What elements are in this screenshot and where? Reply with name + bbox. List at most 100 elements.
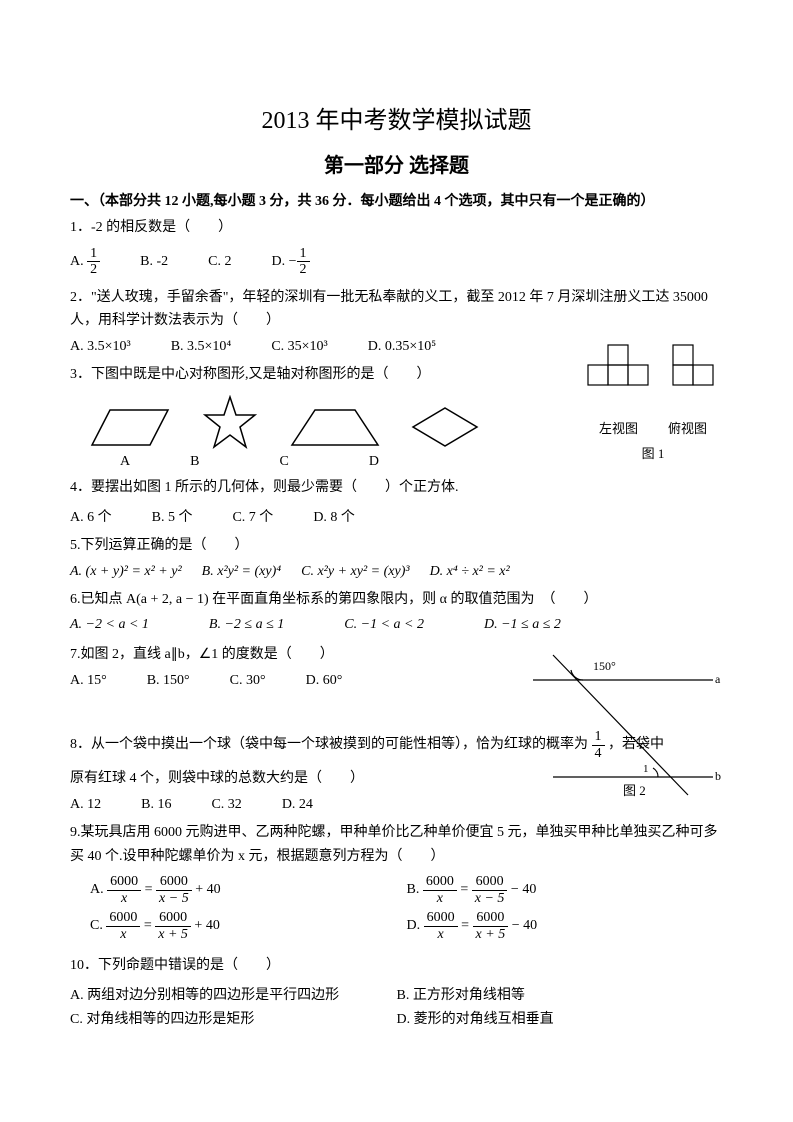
question-9: 9.某玩具店用 6000 元购进甲、乙两种陀螺，甲种单价比乙种单价便宜 5 元，…: [70, 821, 723, 869]
question-4: 4．要摆出如图 1 所示的几何体，则最少需要（ ）个正方体.: [70, 476, 723, 500]
fig2-caption: 图 2: [623, 783, 646, 798]
q9-opt-a: A. 6000 x = 6000x − 5 + 40: [90, 874, 407, 906]
frac-l: 6000x: [106, 910, 140, 942]
figure-2: 150° a b 1 图 2: [523, 650, 723, 805]
section-header: 一、（本部分共 12 小题,每小题 3 分，共 36 分．每小题给出 4 个选项…: [70, 190, 723, 210]
line-a-label: a: [715, 672, 721, 686]
parallelogram-icon: [90, 405, 170, 450]
q4-options: A. 6 个 B. 5 个 C. 7 个 D. 8 个: [70, 506, 723, 526]
den: x: [423, 891, 457, 906]
q1-opt-c: C. 2: [208, 254, 231, 270]
q9-opt-d: D. 6000x = 6000x + 5 − 40: [407, 910, 724, 942]
q9-opt-b: B. 6000x = 6000x − 5 − 40: [407, 874, 724, 906]
num: 6000: [424, 910, 458, 926]
q6-opt-b: B. −2 ≤ a ≤ 1: [209, 617, 284, 633]
label: D.: [271, 254, 285, 269]
page-title: 2013 年中考数学模拟试题: [70, 100, 723, 135]
den: x − 5: [156, 891, 192, 906]
num: 1: [297, 246, 310, 262]
q5-options: A. (x + y)² = x² + y² B. x²y² = (xy)⁴ C.…: [70, 564, 723, 580]
pre: B.: [407, 882, 423, 897]
den: x + 5: [473, 927, 509, 942]
star-icon: [200, 395, 260, 450]
q4-opt-d: D. 8 个: [313, 506, 355, 526]
q8-opt-c: C. 32: [211, 797, 241, 813]
den: 2: [87, 262, 100, 277]
frac-r: 6000x − 5: [472, 874, 508, 906]
q10-opt-a: A. 两组对边分别相等的四边形是平行四边形: [70, 984, 397, 1004]
q6-options: A. −2 < a < 1 B. −2 ≤ a ≤ 1 C. −1 < a < …: [70, 617, 723, 633]
figure-1: 左视图 俯视图 图 1: [583, 340, 723, 462]
fig1-left-label: 左视图: [599, 418, 638, 437]
subtitle: 第一部分 选择题: [70, 149, 723, 178]
q6-opt-c: C. −1 < a < 2: [344, 617, 424, 633]
q6-opt-a: A. −2 < a < 1: [70, 617, 149, 633]
q1-opt-a: A. 12: [70, 246, 100, 278]
neg: −: [289, 254, 297, 269]
q8-pre: 8．从一个袋中摸出一个球（袋中每一个球被摸到的可能性相等），恰为红球的概率为: [70, 737, 592, 752]
q5-opt-b: B. x²y² = (xy)⁴: [202, 564, 281, 580]
frac-r: 6000x − 5: [156, 874, 192, 906]
q10-opt-b: B. 正方形对角线相等: [397, 984, 724, 1004]
q4-opt-b: B. 5 个: [152, 506, 193, 526]
q3-label-d: D: [369, 454, 379, 470]
num: 6000: [155, 910, 191, 926]
num: 6000: [156, 874, 192, 890]
mid: =: [458, 918, 473, 933]
pre: A.: [90, 882, 107, 897]
q6-opt-d: D. −1 ≤ a ≤ 2: [484, 617, 561, 633]
den: x: [106, 927, 140, 942]
question-5: 5.下列运算正确的是（ ）: [70, 534, 723, 558]
question-10: 10．下列命题中错误的是（ ）: [70, 954, 723, 978]
angle1-label: 1: [643, 763, 649, 775]
cube-views-icon: [583, 340, 723, 410]
question-2: 2．"送人玫瑰，手留余香"，年轻的深圳有一批无私奉献的义工，截至 2012 年 …: [70, 286, 723, 334]
den: 2: [297, 262, 310, 277]
mid: =: [457, 882, 472, 897]
den: x: [107, 891, 141, 906]
den: x: [424, 927, 458, 942]
pre: D.: [407, 918, 424, 933]
question-6: 6.已知点 A(a + 2, a − 1) 在平面直角坐标系的第四象限内，则 α…: [70, 588, 723, 612]
q2-opt-c: C. 35×10³: [271, 339, 327, 355]
pre: C.: [90, 918, 106, 933]
q5-opt-a: A. (x + y)² = x² + y²: [70, 564, 182, 580]
rhombus-icon: [410, 405, 480, 450]
q3-label-c: C: [279, 454, 288, 470]
post: − 40: [507, 882, 536, 897]
question-1: 1．-2 的相反数是（ ）: [70, 216, 723, 240]
den: x − 5: [472, 891, 508, 906]
q10-opt-c: C. 对角线相等的四边形是矩形: [70, 1008, 397, 1028]
trapezoid-icon: [290, 405, 380, 450]
post: + 40: [191, 918, 220, 933]
num: 6000: [423, 874, 457, 890]
num: 1: [87, 246, 100, 262]
q10-options: A. 两组对边分别相等的四边形是平行四边形 B. 正方形对角线相等 C. 对角线…: [70, 984, 723, 1032]
frac-r: 6000x + 5: [473, 910, 509, 942]
num: 6000: [472, 874, 508, 890]
frac-l: 6000x: [423, 874, 457, 906]
q1-opt-b: B. -2: [140, 254, 168, 270]
frac-r: 6000x + 5: [155, 910, 191, 942]
post: − 40: [508, 918, 537, 933]
q3-label-b: B: [190, 454, 199, 470]
parallel-lines-icon: 150° a b 1 图 2: [523, 650, 723, 800]
q10-opt-d: D. 菱形的对角线互相垂直: [397, 1008, 724, 1028]
q2-opt-d: D. 0.35×10⁵: [368, 339, 436, 355]
q9-opt-c: C. 6000x = 6000x + 5 + 40: [90, 910, 407, 942]
q4-opt-c: C. 7 个: [232, 506, 273, 526]
den: x + 5: [155, 927, 191, 942]
fraction: 12: [297, 246, 310, 278]
post: + 40: [192, 882, 221, 897]
q7-opt-d: D. 60°: [306, 673, 343, 689]
q5-opt-d: D. x⁴ ÷ x² = x²: [430, 564, 510, 580]
q8-opt-b: B. 16: [141, 797, 171, 813]
line-b-label: b: [715, 769, 721, 783]
q9-options: A. 6000x = 6000x − 5 + 40 B. 6000x = 600…: [70, 874, 723, 946]
q1-opt-d: D. −12: [271, 246, 309, 278]
mid: =: [141, 882, 156, 897]
q4-opt-a: A. 6 个: [70, 506, 112, 526]
fraction: 12: [87, 246, 100, 278]
q5-opt-c: C. x²y + xy² = (xy)³: [301, 564, 409, 580]
q8-opt-a: A. 12: [70, 797, 101, 813]
